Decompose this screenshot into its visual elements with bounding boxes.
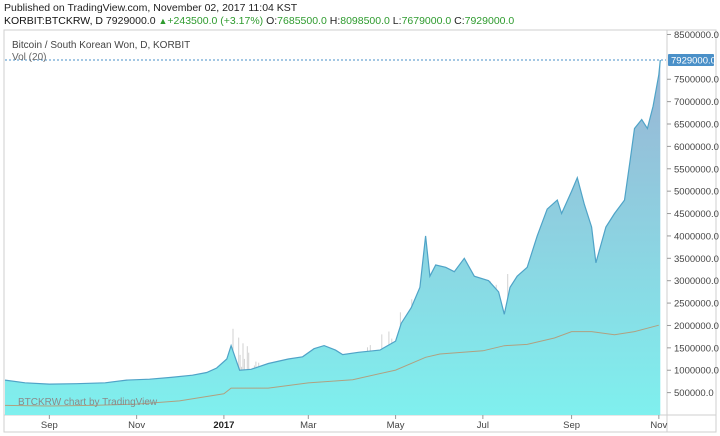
- open-value: 7685500.0: [277, 15, 327, 27]
- y-tick-label: 4500000.0: [674, 209, 719, 220]
- price-value: 7929000.0: [105, 15, 156, 27]
- open-label: O:: [266, 15, 278, 27]
- y-axis: 500000.0 1000000.0 1500000.0 2000000.0 25000…: [667, 30, 719, 399]
- y-tick-label: 6000000.0: [674, 142, 719, 153]
- high-label: H:: [329, 15, 341, 27]
- change-value: +243500.0 (+3.17%): [167, 15, 264, 27]
- x-tick-label: Sep: [41, 420, 58, 431]
- volume-ma-line: [4, 324, 659, 407]
- x-tick-label: Mar: [300, 420, 316, 431]
- y-tick-label: 5000000.0: [674, 187, 719, 198]
- y-tick-label: 2500000.0: [674, 299, 719, 310]
- price-area: [5, 60, 661, 415]
- x-tick-label: May: [387, 420, 405, 431]
- y-tick-label: 5500000.0: [674, 164, 719, 175]
- x-axis: Sep Nov 2017 Mar May Jul Sep Nov: [41, 415, 668, 431]
- x-tick-label: 2017: [213, 420, 234, 431]
- y-tick-label: 3000000.0: [674, 276, 719, 287]
- low-value: 7679000.0: [401, 15, 452, 27]
- y-tick-label: 4000000.0: [674, 231, 719, 242]
- last-price-badge: 7929000.0: [668, 54, 716, 67]
- y-tick-label: 2000000.0: [674, 321, 719, 332]
- volume-legend[interactable]: Vol (20): [12, 52, 47, 63]
- last-price-label: 7929000.0: [671, 56, 716, 67]
- high-value: 8098500.0: [340, 15, 390, 27]
- y-tick-label: 1000000.0: [674, 366, 719, 377]
- y-tick-label: 1500000.0: [674, 343, 719, 354]
- triangle-up-icon: ▲: [158, 16, 168, 26]
- plot-frame: [3, 29, 717, 433]
- y-tick-label: 7500000.0: [674, 75, 719, 86]
- price-line: [4, 59, 661, 385]
- x-tick-label: Nov: [128, 420, 145, 431]
- y-tick-label: 7000000.0: [674, 97, 719, 108]
- x-tick-label: Nov: [650, 420, 667, 431]
- chart-title: Bitcoin / South Korean Won, D, KORBIT: [12, 40, 191, 51]
- published-note: Published on TradingView.com, November 0…: [4, 2, 298, 14]
- watermark: BTCKRW chart by TradingView: [18, 397, 158, 408]
- y-tick-label: 8500000.0: [674, 30, 719, 41]
- close-label: C:: [454, 15, 465, 27]
- y-tick-label: 500000.0: [674, 388, 714, 399]
- low-label: L:: [392, 15, 402, 27]
- x-tick-label: Jul: [477, 420, 489, 431]
- close-value: 7929000.0: [464, 15, 515, 27]
- ohlc-bar: KORBIT:BTCKRW, D 7929000.0 ▲+243500.0 (+…: [4, 15, 514, 27]
- y-tick-label: 6500000.0: [674, 120, 719, 131]
- y-tick-label: 3500000.0: [674, 254, 719, 265]
- x-tick-label: Sep: [563, 420, 580, 431]
- symbol-label[interactable]: KORBIT:BTCKRW, D: [4, 15, 103, 27]
